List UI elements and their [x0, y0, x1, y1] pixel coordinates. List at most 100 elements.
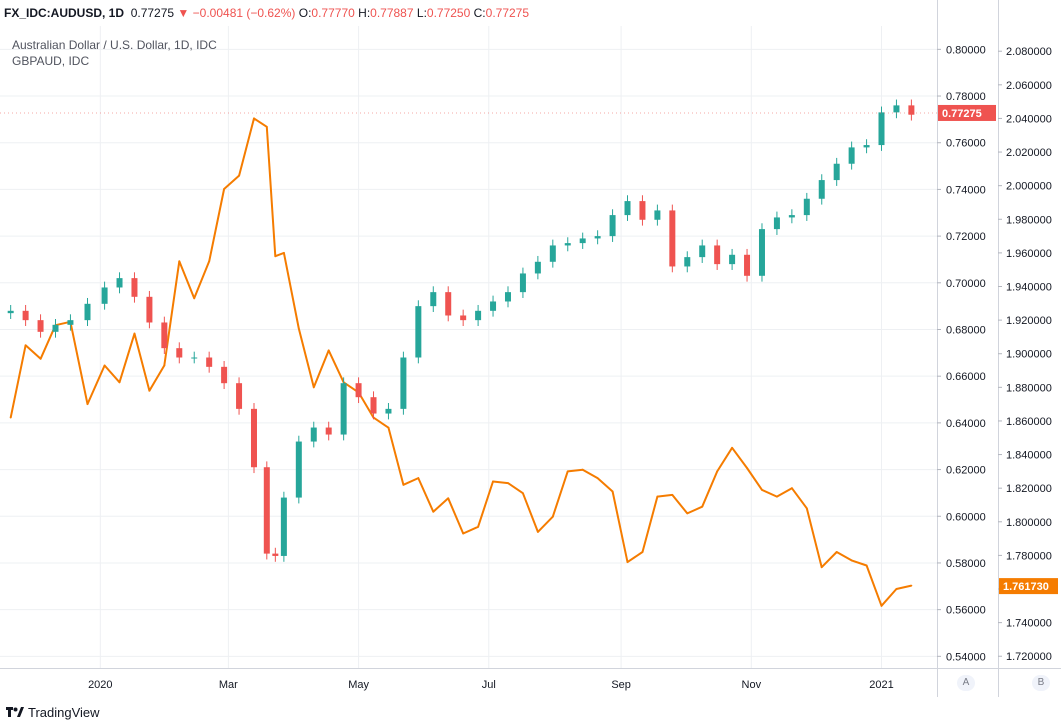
gbpaud-point — [402, 483, 405, 486]
gbpaud-point — [551, 515, 554, 518]
candle — [22, 310, 29, 321]
auto-scale-button-b[interactable]: B — [1032, 675, 1050, 691]
candle — [236, 383, 243, 409]
gbpaud-point — [656, 495, 659, 498]
candle — [744, 254, 751, 276]
gbpaud-point — [238, 174, 240, 177]
candle — [263, 467, 270, 554]
x-tick-label: Nov — [742, 679, 762, 691]
gbpaud-point — [611, 490, 614, 493]
gbpaud-point — [776, 495, 778, 498]
gbpaud-point — [716, 470, 719, 473]
axis-b-tick-label: 1.720000 — [1006, 651, 1052, 663]
gbpaud-point — [208, 260, 211, 263]
candle — [67, 320, 74, 325]
candle — [579, 238, 586, 244]
axis-a-tick-label: 0.56000 — [946, 605, 986, 617]
tradingview-logo[interactable]: TradingView — [6, 705, 100, 720]
close-value: 0.77275 — [485, 6, 530, 20]
candle — [84, 303, 91, 321]
x-tick-label: Sep — [611, 679, 631, 691]
gbpaud-last-badge: 1.761730 — [1003, 581, 1049, 593]
candle — [385, 408, 392, 414]
candle — [325, 427, 332, 435]
candle — [250, 408, 257, 468]
gbpaud-point — [223, 188, 226, 190]
gbpaud-point — [193, 297, 196, 300]
gbpaud-point — [626, 561, 629, 564]
candle — [803, 198, 810, 216]
open-value: 0.77770 — [311, 6, 355, 20]
gbpaud-point — [432, 510, 435, 513]
candle — [206, 357, 213, 367]
high-value: 0.77887 — [370, 6, 414, 20]
gbpaud-line — [9, 117, 912, 607]
gbpaud-point — [86, 403, 89, 406]
gbpaud-point — [596, 477, 599, 479]
gbpaud-point — [477, 525, 480, 528]
gbpaud-point — [265, 125, 268, 128]
candle — [519, 273, 526, 293]
gbpaud-point — [178, 260, 181, 263]
gbpaud-point — [820, 566, 823, 569]
gbpaud-point — [133, 332, 136, 335]
axis-b-tick-label: 2.080000 — [1006, 46, 1052, 58]
candle — [549, 245, 556, 262]
auto-scale-button-a[interactable]: A — [957, 675, 975, 691]
symbol-name[interactable]: FX_IDC:AUDUSD, 1D — [4, 6, 125, 20]
open-label: O: — [298, 6, 312, 20]
candle — [893, 105, 900, 113]
gbpaud-point — [746, 467, 748, 469]
candle — [878, 112, 885, 146]
candle — [131, 278, 138, 297]
candle — [699, 245, 706, 258]
x-tick-label: 2020 — [88, 679, 112, 691]
audusd-last-badge-bg — [938, 104, 996, 121]
candle — [52, 324, 59, 332]
gbpaud-point — [895, 588, 898, 590]
candle — [445, 292, 452, 316]
candle — [729, 254, 736, 265]
candle — [504, 292, 511, 302]
low-value: 0.77250 — [426, 6, 471, 20]
gbpaud-point — [492, 480, 494, 483]
tradingview-logo-icon — [6, 707, 24, 717]
gbpaud-point — [462, 532, 465, 535]
gbpaud-point — [447, 497, 450, 500]
x-tick-label: Mar — [219, 679, 238, 691]
x-tick-label: Jul — [482, 679, 496, 691]
gbpaud-point — [327, 349, 330, 352]
candle — [908, 105, 915, 115]
candle — [818, 180, 825, 199]
gbpaud-point — [24, 344, 27, 347]
axis-b-tick-label: 1.900000 — [1006, 349, 1052, 361]
gbpaud-point — [417, 477, 420, 479]
price-change: −0.00481 (−0.62%) — [192, 6, 296, 20]
gbpaud-point — [387, 426, 390, 429]
candle — [430, 292, 437, 307]
candle — [415, 306, 422, 358]
axis-b-tick-label: 1.860000 — [1006, 416, 1052, 428]
chart-subtitle: GBPAUD, IDC — [12, 54, 89, 68]
x-tick-label: 2021 — [869, 679, 893, 691]
candle — [684, 257, 691, 267]
candle — [101, 287, 108, 304]
gbpaud-point — [805, 507, 808, 510]
axis-b-tick-label: 1.840000 — [1006, 450, 1052, 462]
gbpaud-series — [9, 117, 913, 607]
candle — [355, 383, 362, 398]
axis-b-tick-label: 1.940000 — [1006, 281, 1052, 293]
gbpaud-point — [148, 389, 151, 392]
candle — [788, 215, 795, 218]
gbpaud-point — [163, 364, 166, 367]
down-arrow-icon: ▼ — [177, 6, 190, 20]
low-label: L: — [416, 6, 427, 20]
brand-name: TradingView — [28, 705, 100, 720]
axis-a-tick-label: 0.58000 — [946, 558, 986, 570]
gbpaud-point — [686, 512, 689, 515]
audusd-series — [7, 99, 915, 562]
gbpaud-point — [282, 251, 285, 254]
axis-b-tick-label: 1.740000 — [1006, 618, 1052, 630]
gbpaud-point — [701, 505, 704, 508]
